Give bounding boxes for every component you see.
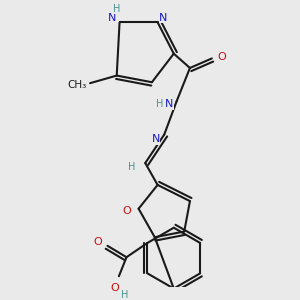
Text: O: O: [111, 283, 119, 292]
Text: O: O: [94, 237, 102, 247]
Text: O: O: [217, 52, 226, 61]
Text: N: N: [108, 13, 116, 22]
Text: H: H: [128, 162, 136, 172]
Text: N: N: [165, 99, 173, 109]
Text: CH₃: CH₃: [67, 80, 86, 90]
Text: H: H: [113, 4, 120, 14]
Text: N: N: [159, 13, 167, 22]
Text: H: H: [121, 290, 128, 300]
Text: H: H: [156, 99, 163, 109]
Text: N: N: [152, 134, 160, 144]
Text: O: O: [123, 206, 132, 216]
